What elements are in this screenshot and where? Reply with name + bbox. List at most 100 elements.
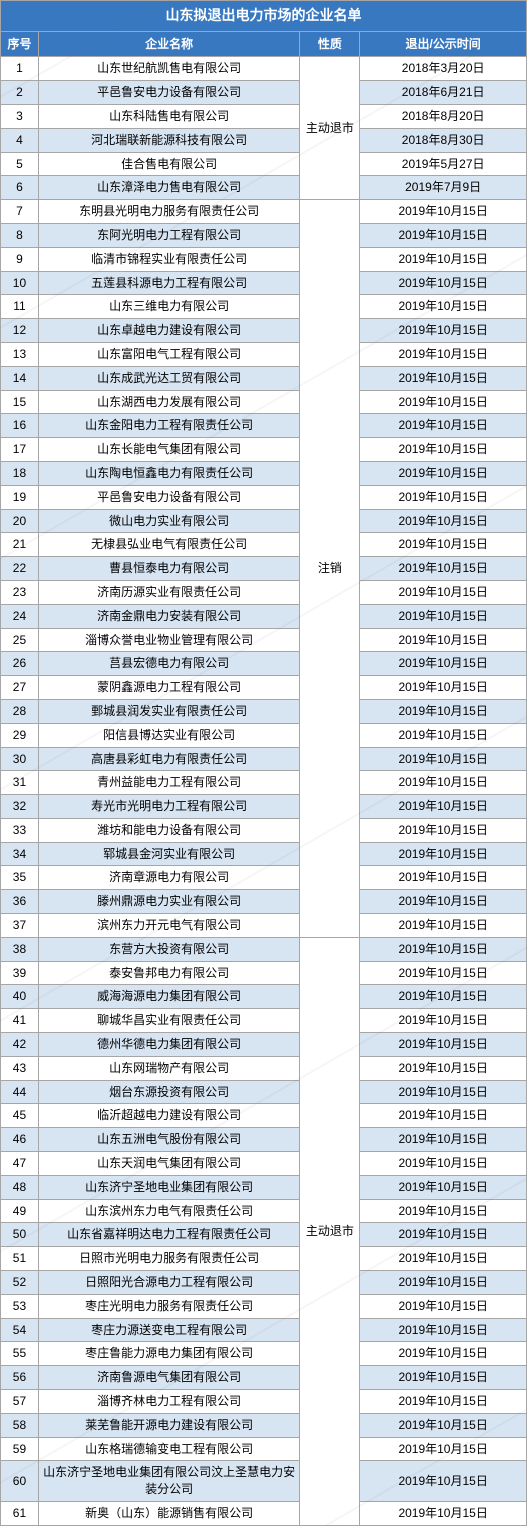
table-row: 19平邑鲁安电力设备有限公司2019年10月15日 xyxy=(1,485,527,509)
cell-seq: 61 xyxy=(1,1502,39,1526)
table-row: 21无棣县弘业电气有限责任公司2019年10月15日 xyxy=(1,533,527,557)
cell-company-name: 平邑鲁安电力设备有限公司 xyxy=(38,485,299,509)
cell-exit-date: 2019年10月15日 xyxy=(360,271,527,295)
table-row: 40威海海源电力集团有限公司2019年10月15日 xyxy=(1,985,527,1009)
cell-seq: 20 xyxy=(1,509,39,533)
cell-exit-date: 2019年10月15日 xyxy=(360,509,527,533)
cell-company-name: 五莲县科源电力工程有限公司 xyxy=(38,271,299,295)
cell-seq: 48 xyxy=(1,1175,39,1199)
cell-seq: 54 xyxy=(1,1318,39,1342)
cell-exit-date: 2019年10月15日 xyxy=(360,1437,527,1461)
table-row: 38东营方大投资有限公司主动退市2019年10月15日 xyxy=(1,937,527,961)
cell-seq: 9 xyxy=(1,247,39,271)
cell-seq: 53 xyxy=(1,1294,39,1318)
cell-exit-date: 2019年10月15日 xyxy=(360,818,527,842)
cell-exit-date: 2019年10月15日 xyxy=(360,1502,527,1526)
table-row: 46山东五洲电气股份有限公司2019年10月15日 xyxy=(1,1128,527,1152)
cell-seq: 6 xyxy=(1,176,39,200)
cell-seq: 2 xyxy=(1,81,39,105)
cell-company-name: 山东济宁圣地电业集团有限公司 xyxy=(38,1175,299,1199)
cell-seq: 38 xyxy=(1,937,39,961)
cell-exit-date: 2019年10月15日 xyxy=(360,699,527,723)
table-row: 37滨州东力开元电气有限公司2019年10月15日 xyxy=(1,914,527,938)
cell-exit-date: 2019年10月15日 xyxy=(360,628,527,652)
cell-company-name: 东营方大投资有限公司 xyxy=(38,937,299,961)
table-row: 56济南鲁源电气集团有限公司2019年10月15日 xyxy=(1,1366,527,1390)
table-row: 16山东金阳电力工程有限责任公司2019年10月15日 xyxy=(1,414,527,438)
cell-seq: 31 xyxy=(1,771,39,795)
cell-exit-date: 2019年10月15日 xyxy=(360,557,527,581)
cell-company-name: 山东卓越电力建设有限公司 xyxy=(38,319,299,343)
cell-exit-date: 2019年10月15日 xyxy=(360,1247,527,1271)
cell-company-name: 泰安鲁邦电力有限公司 xyxy=(38,961,299,985)
cell-exit-date: 2019年10月15日 xyxy=(360,580,527,604)
cell-exit-date: 2019年10月15日 xyxy=(360,842,527,866)
cell-company-name: 东阿光明电力工程有限公司 xyxy=(38,223,299,247)
cell-company-name: 日照阳光合源电力工程有限公司 xyxy=(38,1271,299,1295)
cell-company-name: 新奥（山东）能源销售有限公司 xyxy=(38,1502,299,1526)
cell-exit-date: 2019年10月15日 xyxy=(360,652,527,676)
table-row: 12山东卓越电力建设有限公司2019年10月15日 xyxy=(1,319,527,343)
cell-company-name: 山东漳泽电力售电有限公司 xyxy=(38,176,299,200)
cell-seq: 34 xyxy=(1,842,39,866)
table-row: 3山东科陆售电有限公司2018年8月20日 xyxy=(1,104,527,128)
cell-exit-date: 2019年10月15日 xyxy=(360,366,527,390)
table-row: 50山东省嘉祥明达电力工程有限责任公司2019年10月15日 xyxy=(1,1223,527,1247)
table-row: 29阳信县博达实业有限公司2019年10月15日 xyxy=(1,723,527,747)
cell-exit-date: 2019年10月15日 xyxy=(360,604,527,628)
cell-seq: 50 xyxy=(1,1223,39,1247)
table-row: 32寿光市光明电力工程有限公司2019年10月15日 xyxy=(1,795,527,819)
cell-type-merged: 主动退市 xyxy=(300,57,360,200)
cell-seq: 16 xyxy=(1,414,39,438)
table-row: 1山东世纪航凯售电有限公司主动退市2018年3月20日 xyxy=(1,57,527,81)
table-row: 44烟台东源投资有限公司2019年10月15日 xyxy=(1,1080,527,1104)
table-row: 27蒙阴鑫源电力工程有限公司2019年10月15日 xyxy=(1,676,527,700)
cell-company-name: 山东滨州东力电气有限责任公司 xyxy=(38,1199,299,1223)
table-row: 60山东济宁圣地电业集团有限公司汶上圣慧电力安装分公司2019年10月15日 xyxy=(1,1461,527,1502)
cell-company-name: 山东长能电气集团有限公司 xyxy=(38,438,299,462)
table-row: 51日照市光明电力服务有限责任公司2019年10月15日 xyxy=(1,1247,527,1271)
cell-seq: 55 xyxy=(1,1342,39,1366)
cell-seq: 47 xyxy=(1,1152,39,1176)
table-row: 59山东格瑞德输变电工程有限公司2019年10月15日 xyxy=(1,1437,527,1461)
cell-seq: 57 xyxy=(1,1390,39,1414)
cell-exit-date: 2019年10月15日 xyxy=(360,319,527,343)
cell-exit-date: 2019年10月15日 xyxy=(360,533,527,557)
cell-seq: 58 xyxy=(1,1413,39,1437)
table-row: 48山东济宁圣地电业集团有限公司2019年10月15日 xyxy=(1,1175,527,1199)
cell-exit-date: 2019年10月15日 xyxy=(360,1152,527,1176)
cell-seq: 1 xyxy=(1,57,39,81)
table-row: 13山东富阳电气工程有限公司2019年10月15日 xyxy=(1,342,527,366)
cell-company-name: 山东世纪航凯售电有限公司 xyxy=(38,57,299,81)
cell-company-name: 滕州鼎源电力实业有限公司 xyxy=(38,890,299,914)
cell-company-name: 山东天润电气集团有限公司 xyxy=(38,1152,299,1176)
table-row: 20微山电力实业有限公司2019年10月15日 xyxy=(1,509,527,533)
table-row: 35济南章源电力有限公司2019年10月15日 xyxy=(1,866,527,890)
cell-exit-date: 2019年10月15日 xyxy=(360,390,527,414)
table-row: 54枣庄力源送变电工程有限公司2019年10月15日 xyxy=(1,1318,527,1342)
cell-seq: 52 xyxy=(1,1271,39,1295)
cell-company-name: 山东网瑞物产有限公司 xyxy=(38,1056,299,1080)
cell-company-name: 烟台东源投资有限公司 xyxy=(38,1080,299,1104)
cell-exit-date: 2019年10月15日 xyxy=(360,438,527,462)
cell-seq: 46 xyxy=(1,1128,39,1152)
cell-company-name: 山东湖西电力发展有限公司 xyxy=(38,390,299,414)
table-row: 22曹县恒泰电力有限公司2019年10月15日 xyxy=(1,557,527,581)
table-body: 1山东世纪航凯售电有限公司主动退市2018年3月20日2平邑鲁安电力设备有限公司… xyxy=(1,57,527,1525)
table-title-row: 山东拟退出电力市场的企业名单 xyxy=(1,1,527,32)
cell-exit-date: 2019年10月15日 xyxy=(360,676,527,700)
table-row: 31青州益能电力工程有限公司2019年10月15日 xyxy=(1,771,527,795)
cell-company-name: 淄博众誉电业物业管理有限公司 xyxy=(38,628,299,652)
cell-exit-date: 2019年10月15日 xyxy=(360,1461,527,1502)
cell-seq: 41 xyxy=(1,1009,39,1033)
cell-exit-date: 2019年10月15日 xyxy=(360,1342,527,1366)
cell-company-name: 山东成武光达工贸有限公司 xyxy=(38,366,299,390)
table-row: 49山东滨州东力电气有限责任公司2019年10月15日 xyxy=(1,1199,527,1223)
cell-type-merged: 注销 xyxy=(300,200,360,938)
cell-company-name: 淄博齐林电力工程有限公司 xyxy=(38,1390,299,1414)
table-row: 39泰安鲁邦电力有限公司2019年10月15日 xyxy=(1,961,527,985)
cell-exit-date: 2018年3月20日 xyxy=(360,57,527,81)
cell-exit-date: 2019年10月15日 xyxy=(360,747,527,771)
table-row: 24济南金鼎电力安装有限公司2019年10月15日 xyxy=(1,604,527,628)
cell-exit-date: 2019年10月15日 xyxy=(360,1390,527,1414)
